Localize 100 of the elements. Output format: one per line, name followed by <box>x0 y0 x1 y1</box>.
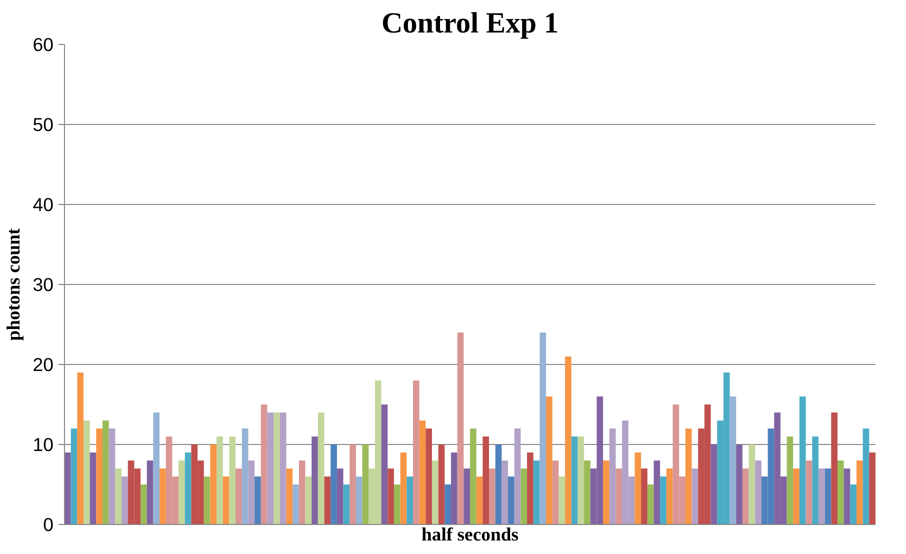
bar <box>793 468 800 524</box>
bar <box>647 484 654 524</box>
bar <box>457 332 464 524</box>
bar <box>388 468 394 524</box>
bar <box>286 468 293 524</box>
bar <box>824 468 832 524</box>
bar <box>419 420 426 524</box>
bar <box>540 332 546 524</box>
bar <box>260 404 268 524</box>
y-axis-title: photons count <box>4 227 25 341</box>
bar <box>660 476 666 524</box>
bar <box>616 468 622 524</box>
bar <box>755 460 762 524</box>
bar <box>400 452 407 524</box>
bar <box>748 444 756 524</box>
bar <box>862 428 870 524</box>
bar <box>102 420 109 524</box>
bar <box>210 444 217 524</box>
bar <box>216 436 223 524</box>
bar <box>856 460 863 524</box>
x-axis-title: half seconds <box>422 524 518 546</box>
y-tick-label: 20 <box>32 354 54 375</box>
bar <box>869 452 876 524</box>
bar <box>432 460 438 524</box>
bar <box>786 436 794 524</box>
bar <box>77 372 84 524</box>
bar <box>350 444 356 524</box>
bar <box>204 476 210 524</box>
bar <box>502 460 508 524</box>
bar <box>242 428 248 524</box>
bar <box>584 460 590 524</box>
chart-title: Control Exp 1 <box>381 8 559 40</box>
bar <box>343 484 350 524</box>
bar <box>153 412 160 524</box>
bar <box>438 444 445 524</box>
bar <box>831 412 838 524</box>
bar <box>444 484 451 524</box>
bar <box>292 484 299 524</box>
bar <box>184 452 192 524</box>
bar <box>736 444 742 524</box>
bar <box>248 460 255 524</box>
bar <box>222 476 230 524</box>
bar <box>476 476 483 524</box>
bar <box>508 476 514 524</box>
bar <box>806 460 812 524</box>
bar <box>362 444 369 524</box>
y-tick-label: 10 <box>32 434 54 455</box>
bar <box>641 468 648 524</box>
bar <box>520 468 528 524</box>
bar <box>115 468 122 524</box>
bar <box>692 468 698 524</box>
bar <box>267 412 274 524</box>
bar <box>489 468 496 524</box>
bar <box>330 444 337 524</box>
bar <box>850 484 856 524</box>
bar <box>464 468 470 524</box>
bar <box>844 468 850 524</box>
bar <box>394 484 400 524</box>
bar <box>280 412 286 524</box>
bar <box>450 452 458 524</box>
bar <box>470 428 476 524</box>
bar <box>571 436 578 524</box>
bar <box>64 452 71 524</box>
bar <box>236 468 242 524</box>
bar <box>546 396 552 524</box>
bar <box>685 428 692 524</box>
bar <box>634 452 642 524</box>
bar <box>146 460 154 524</box>
y-tick-label: 60 <box>32 34 54 55</box>
bar <box>533 460 540 524</box>
bar <box>578 436 584 524</box>
y-tick-label: 50 <box>32 114 54 135</box>
bar <box>298 460 306 524</box>
bar <box>160 468 166 524</box>
bar <box>90 452 96 524</box>
y-tick-label: 30 <box>32 274 54 295</box>
bar <box>742 468 749 524</box>
bar <box>84 420 90 524</box>
bar <box>527 452 534 524</box>
bar <box>305 476 312 524</box>
bar <box>710 444 718 524</box>
bar <box>837 460 844 524</box>
bar <box>140 484 147 524</box>
bar <box>514 428 521 524</box>
bar <box>482 436 490 524</box>
bar <box>730 396 736 524</box>
y-tick-label: 40 <box>32 194 54 215</box>
bar <box>312 436 318 524</box>
bar <box>412 380 420 524</box>
bar <box>565 356 572 524</box>
bar <box>558 476 566 524</box>
bar <box>122 476 128 524</box>
bar <box>336 468 344 524</box>
bar <box>495 444 502 524</box>
bar <box>318 412 324 524</box>
bar <box>426 428 432 524</box>
bar <box>324 476 331 524</box>
bar <box>654 460 660 524</box>
bar <box>178 460 185 524</box>
bar <box>70 428 78 524</box>
